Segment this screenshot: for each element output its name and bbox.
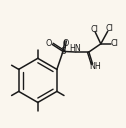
Text: Cl: Cl (105, 24, 113, 33)
Circle shape (59, 48, 67, 55)
Text: Cl: Cl (90, 25, 98, 34)
Circle shape (89, 60, 96, 68)
Text: Cl: Cl (111, 39, 119, 48)
Text: O: O (46, 39, 52, 48)
Circle shape (91, 28, 99, 36)
Circle shape (104, 28, 112, 35)
Text: O: O (62, 39, 69, 48)
Circle shape (62, 38, 68, 44)
Text: S: S (60, 47, 66, 56)
Circle shape (72, 48, 79, 56)
Circle shape (107, 40, 115, 48)
Circle shape (50, 42, 55, 47)
Text: NH: NH (89, 62, 101, 71)
Text: HN: HN (70, 44, 82, 53)
